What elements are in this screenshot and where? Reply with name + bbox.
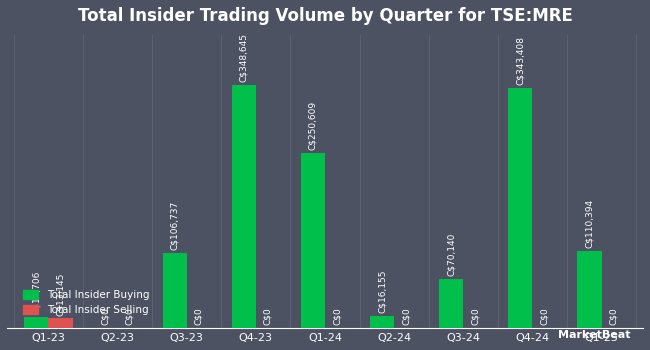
Text: C$70,140: C$70,140 (447, 232, 456, 276)
Bar (162, 253, 187, 328)
Text: C$0: C$0 (101, 307, 110, 325)
Text: C$0: C$0 (125, 307, 134, 325)
Text: C$0: C$0 (471, 307, 480, 325)
Text: C$106,737: C$106,737 (170, 201, 179, 250)
Bar (577, 251, 601, 328)
Bar (508, 88, 532, 328)
Text: C$0: C$0 (194, 307, 203, 325)
Text: C$0: C$0 (609, 307, 618, 325)
Bar (370, 316, 394, 328)
Text: C$16,155: C$16,155 (378, 270, 387, 314)
Text: C$0: C$0 (333, 307, 342, 325)
Text: C$0: C$0 (263, 307, 272, 325)
Bar (439, 279, 463, 328)
Text: C$0: C$0 (402, 307, 411, 325)
Text: C$343,408: C$343,408 (516, 36, 525, 85)
Bar (301, 153, 325, 328)
Text: C$250,609: C$250,609 (308, 101, 317, 150)
Text: C$14,706: C$14,706 (32, 271, 41, 314)
Text: C$348,645: C$348,645 (239, 33, 248, 82)
Bar (24, 317, 49, 328)
Bar (231, 85, 256, 328)
Bar (49, 318, 73, 328)
Text: C$13,145: C$13,145 (56, 272, 65, 316)
Text: MarketBeat: MarketBeat (558, 329, 630, 340)
Text: C$0: C$0 (540, 307, 549, 325)
Text: C$110,394: C$110,394 (585, 199, 594, 248)
Legend: Total Insider Buying, Total Insider Selling: Total Insider Buying, Total Insider Sell… (18, 285, 153, 319)
Title: Total Insider Trading Volume by Quarter for TSE:MRE: Total Insider Trading Volume by Quarter … (77, 7, 573, 25)
